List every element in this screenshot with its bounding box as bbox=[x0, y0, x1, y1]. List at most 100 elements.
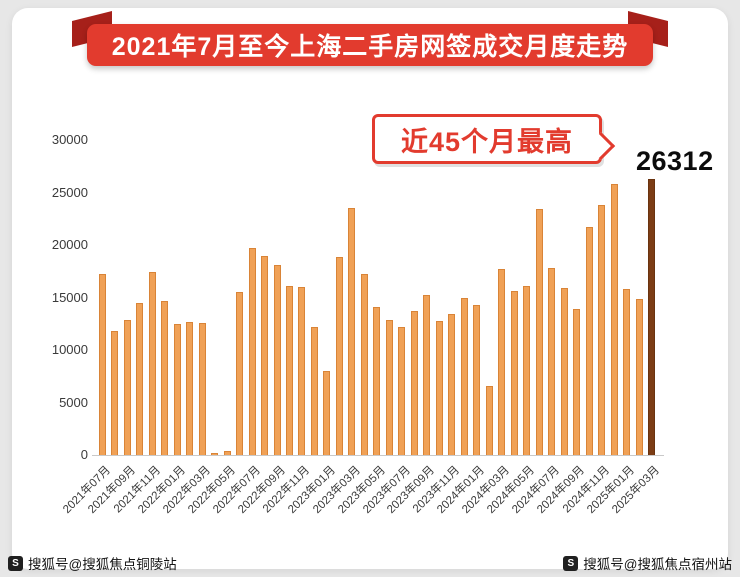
y-tick-label: 10000 bbox=[51, 342, 88, 357]
bar bbox=[335, 256, 343, 455]
bar-slot: 2022年07月 bbox=[211, 140, 263, 516]
bar-slot bbox=[183, 140, 195, 455]
bar-slot: 2023年05月 bbox=[336, 140, 388, 516]
bar bbox=[261, 255, 269, 455]
bar bbox=[598, 205, 606, 455]
sohu-logo-icon: S bbox=[563, 555, 579, 571]
bar-chart: 2021年07月 2021年09月 2021年11月 2022年01月 2022年03月… bbox=[61, 140, 662, 516]
bar-slot: 2022年03月 bbox=[161, 140, 213, 516]
bar bbox=[423, 295, 431, 455]
bar-slot bbox=[583, 140, 595, 455]
watermark-right-text: 搜狐号@搜狐焦点宿州站 bbox=[583, 557, 732, 572]
bar bbox=[310, 326, 318, 455]
bar bbox=[623, 289, 631, 455]
bar-slot: 2024年09月 bbox=[535, 140, 587, 516]
bar bbox=[560, 288, 568, 455]
bar bbox=[123, 319, 131, 455]
bar bbox=[385, 319, 393, 455]
title-banner: 2021年7月至今上海二手房网签成交月度走势 bbox=[87, 24, 653, 66]
x-axis-line bbox=[92, 455, 664, 456]
bar-slot bbox=[608, 140, 620, 455]
bar-slot bbox=[333, 140, 345, 455]
bar-slot: 2025年03月 bbox=[610, 140, 662, 516]
bar bbox=[448, 314, 456, 455]
bar-slot bbox=[208, 140, 220, 455]
bar bbox=[435, 320, 443, 455]
watermark-left: S 搜狐号@搜狐焦点铜陵站 bbox=[8, 553, 177, 573]
bar-slot: 2024年07月 bbox=[510, 140, 562, 516]
bar-slot: 2024年01月 bbox=[436, 140, 487, 516]
bar-slot bbox=[633, 140, 645, 455]
bar-slot: 2023年03月 bbox=[311, 140, 363, 516]
bar-slot bbox=[408, 140, 420, 455]
bar bbox=[286, 285, 293, 455]
bar bbox=[535, 209, 543, 455]
bar-slot bbox=[558, 140, 570, 455]
bar-slot: 2022年05月 bbox=[186, 140, 238, 516]
y-tick-label: 0 bbox=[80, 447, 88, 462]
bar-slot: 2021年09月 bbox=[86, 140, 138, 516]
bar bbox=[460, 297, 468, 455]
bar-slot bbox=[108, 140, 120, 455]
bar-slot bbox=[233, 140, 245, 455]
bar-slot bbox=[433, 140, 445, 455]
bar-slot: 2024年11月 bbox=[561, 140, 612, 515]
watermark-left-text: 搜狐号@搜狐焦点铜陵站 bbox=[28, 557, 177, 572]
bar-slot bbox=[358, 140, 370, 455]
bar bbox=[248, 248, 256, 455]
bar bbox=[273, 264, 281, 455]
bar-slot: 2021年07月 bbox=[61, 140, 113, 516]
bar bbox=[585, 227, 593, 455]
bar bbox=[298, 287, 306, 455]
bar bbox=[398, 326, 406, 455]
bar bbox=[360, 274, 368, 455]
bar bbox=[173, 323, 181, 455]
bar bbox=[211, 453, 219, 455]
bar-slot bbox=[383, 140, 395, 455]
highlight-callout-label: 近45个月最高 bbox=[400, 126, 574, 157]
bar-slot: 2024年03月 bbox=[460, 140, 512, 516]
bar bbox=[186, 321, 194, 455]
bar-slot: 2023年11月 bbox=[411, 140, 462, 515]
bar bbox=[161, 300, 169, 455]
bar bbox=[510, 291, 518, 455]
bar bbox=[136, 302, 144, 455]
bar-slot bbox=[158, 140, 170, 455]
bar-slot: 2023年07月 bbox=[361, 140, 412, 516]
y-tick-label: 5000 bbox=[59, 394, 88, 410]
bar-slot: 2022年09月 bbox=[236, 140, 288, 516]
bar-slot bbox=[533, 140, 545, 455]
bar bbox=[111, 331, 119, 455]
bar-slot bbox=[133, 140, 145, 455]
bar-slot: 2021年11月 bbox=[112, 140, 163, 515]
bar-slot bbox=[458, 140, 470, 455]
bar bbox=[485, 385, 493, 455]
bar bbox=[548, 268, 556, 455]
bar bbox=[98, 274, 106, 455]
bar-slot: 2022年01月 bbox=[136, 140, 188, 516]
bar bbox=[223, 450, 231, 455]
bar bbox=[236, 292, 244, 455]
bar-slot bbox=[258, 140, 270, 455]
bar bbox=[498, 269, 506, 455]
chart-card bbox=[12, 8, 728, 569]
y-tick-label: 25000 bbox=[51, 184, 88, 200]
bar bbox=[635, 298, 643, 455]
bar-slot bbox=[283, 140, 295, 455]
y-tick-label: 20000 bbox=[51, 237, 88, 252]
bar bbox=[410, 311, 418, 455]
bar bbox=[198, 322, 206, 455]
bar-highlighted bbox=[648, 178, 656, 455]
bar bbox=[573, 309, 581, 455]
bar-slot: 2023年01月 bbox=[286, 140, 338, 516]
watermark-right: S 搜狐号@搜狐焦点宿州站 bbox=[563, 553, 732, 573]
sohu-logo-icon: S bbox=[8, 555, 23, 571]
bar-slot: 2025年01月 bbox=[585, 140, 637, 516]
bar-slot bbox=[483, 140, 495, 455]
bar-slot: 2022年11月 bbox=[261, 140, 313, 515]
bar-slot: 2024年05月 bbox=[485, 140, 537, 516]
bar bbox=[473, 304, 481, 455]
chart-title: 2021年7月至今上海二手房网签成交月度走势 bbox=[111, 33, 629, 61]
highlight-callout: 近45个月最高 bbox=[372, 114, 616, 164]
